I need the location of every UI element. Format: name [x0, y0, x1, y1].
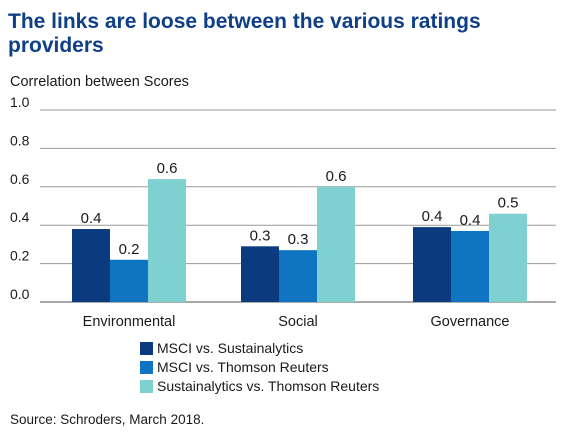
legend: MSCI vs. Sustainalytics MSCI vs. Thomson… — [140, 339, 379, 396]
y-tick-label: 0.8 — [10, 132, 30, 148]
y-tick-label: 0.0 — [10, 286, 30, 302]
bar — [317, 186, 355, 302]
y-axis-label: Correlation between Scores — [10, 74, 189, 90]
x-tick-labels: Environmental Social Governance — [83, 314, 510, 330]
bar-value-label: 0.6 — [157, 160, 178, 177]
legend-label: MSCI vs. Sustainalytics — [157, 340, 304, 356]
bar-value-label: 0.4 — [81, 210, 102, 227]
bar-value-label: 0.4 — [422, 208, 443, 225]
bar — [413, 227, 451, 302]
bar-value-labels: 0.4 0.2 0.6 0.3 0.3 0.6 0.4 0.4 0.5 — [81, 160, 519, 258]
x-tick-label: Social — [278, 314, 318, 330]
y-tick-label: 0.2 — [10, 248, 30, 264]
legend-item-sustainalytics-thomson: Sustainalytics vs. Thomson Reuters — [140, 377, 379, 396]
bars — [72, 179, 527, 302]
bar — [110, 259, 148, 302]
legend-swatch — [140, 380, 153, 393]
legend-swatch — [140, 361, 153, 374]
bar-value-label: 0.3 — [250, 227, 271, 244]
y-tick-label: 1.0 — [10, 94, 30, 110]
bar — [148, 179, 186, 302]
legend-item-msci-sustainalytics: MSCI vs. Sustainalytics — [140, 339, 379, 358]
bar — [279, 250, 317, 302]
bar — [489, 213, 527, 302]
y-tick-label: 0.6 — [10, 171, 30, 187]
bar-value-label: 0.4 — [460, 212, 481, 229]
bar-value-label: 0.2 — [119, 241, 140, 258]
legend-item-msci-thomson: MSCI vs. Thomson Reuters — [140, 358, 379, 377]
chart-title: The links are loose between the various … — [8, 10, 481, 57]
y-tick-labels: 0.0 0.2 0.4 0.6 0.8 1.0 — [10, 94, 30, 302]
legend-swatch — [140, 342, 153, 355]
bar-value-label: 0.6 — [326, 168, 347, 185]
bar — [451, 230, 489, 302]
bar — [72, 229, 110, 302]
x-tick-label: Governance — [431, 314, 510, 330]
bar-value-label: 0.5 — [498, 195, 519, 212]
x-tick-label: Environmental — [83, 314, 176, 330]
source-note: Source: Schroders, March 2018. — [10, 412, 205, 427]
legend-label: MSCI vs. Thomson Reuters — [157, 359, 329, 375]
legend-label: Sustainalytics vs. Thomson Reuters — [157, 378, 380, 394]
y-tick-label: 0.4 — [10, 209, 30, 225]
bar-value-label: 0.3 — [288, 231, 309, 248]
bar — [241, 246, 279, 302]
